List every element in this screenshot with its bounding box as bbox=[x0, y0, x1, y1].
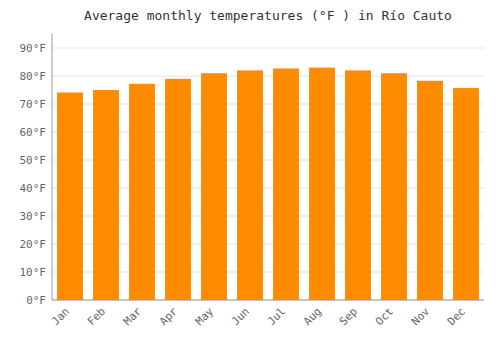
y-tick-label: 90°F bbox=[20, 42, 47, 55]
bar bbox=[237, 70, 263, 300]
y-axis-line bbox=[52, 34, 53, 300]
bar bbox=[417, 81, 443, 300]
x-tick-label: Jan bbox=[49, 305, 72, 328]
bars bbox=[57, 68, 479, 300]
y-tick-label: 20°F bbox=[20, 238, 47, 251]
grid bbox=[52, 48, 484, 300]
y-tick-label: 50°F bbox=[20, 154, 47, 167]
x-tick-label: Apr bbox=[157, 305, 181, 329]
x-tick-label: Nov bbox=[409, 305, 433, 329]
bar bbox=[129, 84, 155, 300]
x-tick-label: Feb bbox=[85, 305, 108, 328]
grid-line bbox=[52, 48, 484, 49]
y-tick-label: 30°F bbox=[20, 210, 47, 223]
chart-container: Average monthly temperatures (°F ) in Rí… bbox=[0, 0, 500, 350]
x-tick-label: Aug bbox=[301, 305, 324, 328]
y-tick-label: 40°F bbox=[20, 182, 47, 195]
x-tick-label: Jun bbox=[229, 305, 252, 328]
bar bbox=[273, 68, 299, 300]
title: Average monthly temperatures (°F ) in Rí… bbox=[84, 8, 452, 23]
x-tick-label: May bbox=[193, 305, 217, 329]
bar bbox=[201, 73, 227, 300]
bar bbox=[345, 70, 371, 300]
x-tick-label: Jul bbox=[265, 305, 288, 328]
x-tick-label: Oct bbox=[373, 305, 396, 328]
x-tick-label: Sep bbox=[337, 305, 360, 328]
y-tick-label: 60°F bbox=[20, 126, 47, 139]
grid-line bbox=[52, 300, 484, 301]
x-tick-label: Dec bbox=[445, 305, 468, 328]
bar bbox=[165, 79, 191, 300]
x-tick-label: Mar bbox=[121, 305, 145, 329]
chart: Average monthly temperatures (°F ) in Rí… bbox=[0, 0, 500, 350]
y-axis: 0°F 10°F 20°F 30°F 40°F 50°F 60°F 70°F 80°F 90°F bbox=[20, 42, 47, 307]
bar bbox=[309, 68, 335, 300]
x-axis: Jan Feb Mar Apr May Jun Jul Aug Sep Oct Nov Dec bbox=[49, 305, 468, 329]
y-tick-label: 80°F bbox=[20, 70, 47, 83]
bar bbox=[57, 93, 83, 300]
y-tick-label: 0°F bbox=[26, 294, 46, 307]
grid-line bbox=[52, 76, 484, 77]
y-tick-label: 70°F bbox=[20, 98, 47, 111]
bar bbox=[381, 73, 407, 300]
bar bbox=[453, 88, 479, 300]
y-tick-label: 10°F bbox=[20, 266, 47, 279]
x-axis-line bbox=[52, 300, 484, 301]
bar bbox=[93, 90, 119, 300]
